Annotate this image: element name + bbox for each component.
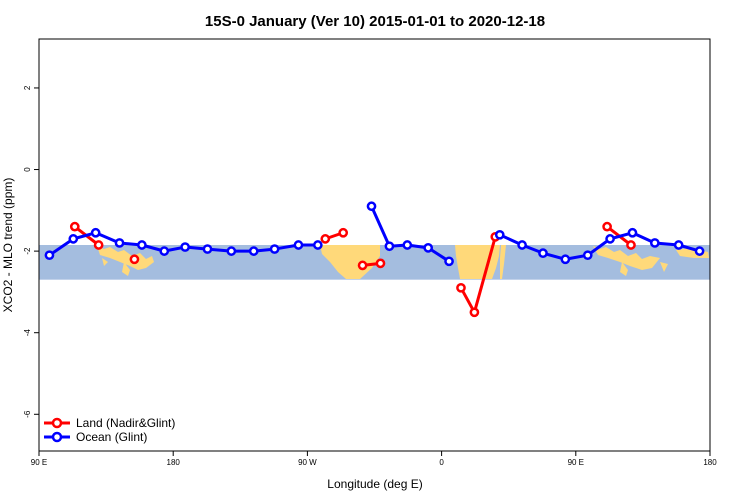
ocean-point <box>649 238 660 248</box>
x-tick-label: 90 E <box>568 458 584 467</box>
land-point <box>129 254 140 265</box>
ocean-point <box>444 256 454 267</box>
x-axis-label: Longitude (deg E) <box>327 477 422 491</box>
land-point <box>626 240 636 250</box>
land-shape <box>455 245 500 279</box>
land-shape <box>620 262 628 276</box>
ocean-point <box>269 244 280 254</box>
ocean-point <box>517 240 527 250</box>
x-tick-label: 90 E <box>31 458 47 467</box>
y-tick-label: -4 <box>23 329 32 337</box>
ocean-point <box>538 248 548 259</box>
y-axis-label: XCO2 - MLO trend (ppm) <box>1 178 15 313</box>
ocean-series <box>44 201 705 267</box>
land-point <box>375 258 386 269</box>
y-axis: 2 0 -2 -4 -6 <box>23 85 39 418</box>
ocean-point <box>68 234 79 244</box>
land-point <box>93 240 104 250</box>
land-shape <box>97 246 154 270</box>
land-shape <box>500 245 506 279</box>
y-tick-label: 2 <box>23 85 32 90</box>
ocean-point <box>248 246 259 256</box>
ocean-point <box>384 241 395 252</box>
chart-title: 15S-0 January (Ver 10) 2015-01-01 to 202… <box>205 13 545 30</box>
ocean-point <box>560 254 571 265</box>
land-shape <box>122 262 130 276</box>
y-tick-label: -2 <box>23 247 32 255</box>
land-point <box>69 221 80 232</box>
land-series <box>69 221 636 318</box>
land-point <box>602 221 612 232</box>
ocean-point <box>202 244 213 254</box>
legend-land-marker <box>51 417 63 429</box>
ocean-point <box>159 246 170 256</box>
ocean-point <box>226 246 237 256</box>
ocean-point <box>694 246 705 256</box>
ocean-point <box>293 240 304 250</box>
land-point <box>456 282 466 293</box>
y-tick-label: -6 <box>23 410 32 418</box>
land-map <box>97 245 709 279</box>
land-shape <box>593 246 660 270</box>
ocean-point <box>44 250 55 261</box>
legend-ocean-label: Ocean (Glint) <box>76 430 147 444</box>
land-point <box>357 260 368 271</box>
ocean-point <box>114 238 125 248</box>
ocean-point <box>137 240 147 250</box>
land-point <box>320 234 331 244</box>
ocean-point <box>582 250 593 261</box>
ocean-point <box>605 234 615 244</box>
ocean-point <box>366 201 377 212</box>
ocean-point <box>180 242 190 252</box>
ocean-point <box>312 240 323 250</box>
land-point <box>469 307 480 318</box>
x-tick-label: 180 <box>703 458 717 467</box>
ocean-point <box>423 243 434 253</box>
plot-frame <box>38 38 711 452</box>
legend: Land (Nadir&Glint) Ocean (Glint) <box>44 416 175 444</box>
ocean-series-line <box>499 231 700 261</box>
legend-land-label: Land (Nadir&Glint) <box>76 416 175 430</box>
x-tick-label: 90 W <box>298 458 317 467</box>
x-axis: 90 E 180 90 W 0 90 E 180 <box>31 451 717 467</box>
ocean-point <box>494 229 505 240</box>
land-shape <box>320 245 380 279</box>
series-layer <box>44 201 705 318</box>
legend-ocean-marker <box>51 431 63 443</box>
land-shape <box>102 258 108 266</box>
ocean-point <box>90 227 101 238</box>
y-tick-label: 0 <box>23 167 32 172</box>
ocean-point <box>402 240 413 250</box>
land-point <box>338 227 349 238</box>
land-shape <box>660 262 668 272</box>
ocean-point <box>627 227 638 238</box>
x-tick-label: 0 <box>439 458 444 467</box>
x-tick-label: 180 <box>167 458 181 467</box>
plot-area <box>39 201 710 318</box>
ocean-point <box>673 240 684 250</box>
